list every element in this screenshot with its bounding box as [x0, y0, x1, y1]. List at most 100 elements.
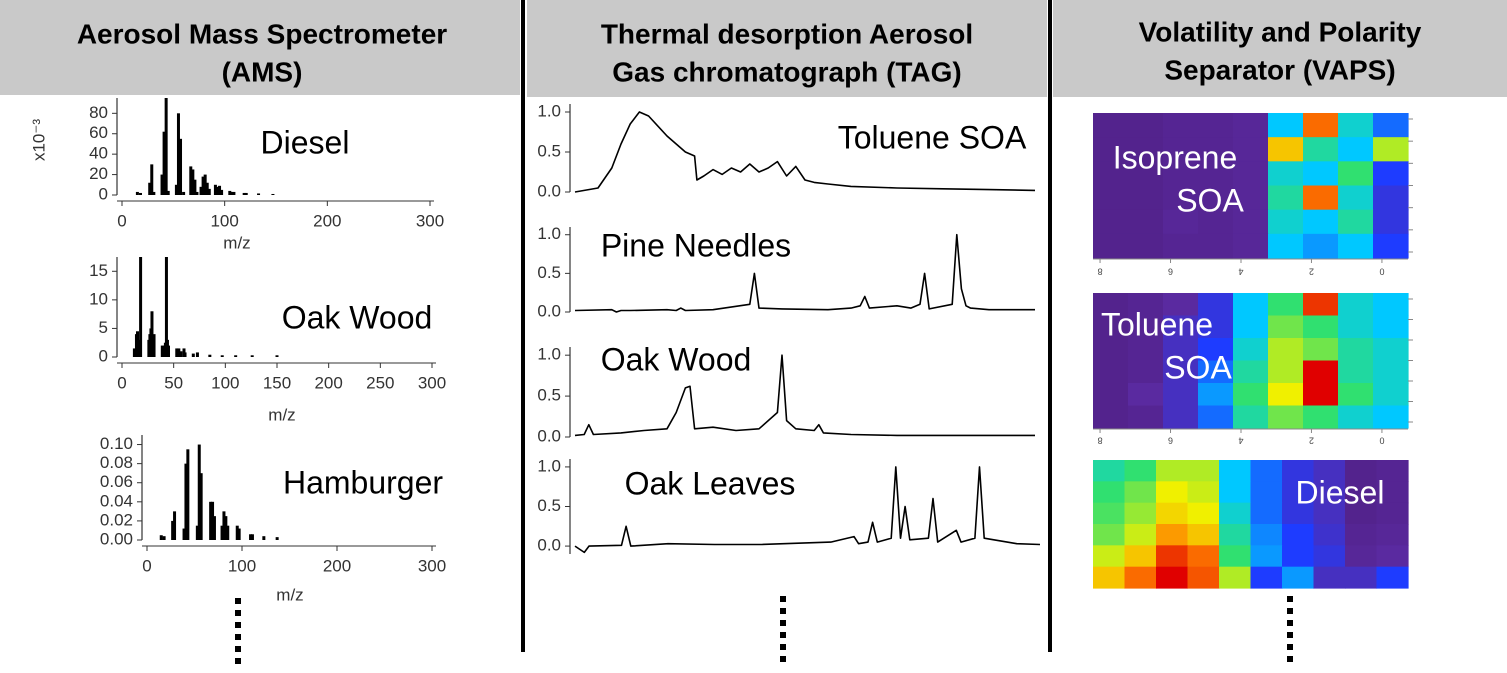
- heatmap-cell: [1187, 545, 1220, 568]
- heatmap-cell: [1250, 502, 1283, 525]
- heatmap-cell: [1198, 161, 1234, 187]
- x-tick-label: 100: [228, 556, 256, 575]
- heatmap-cell: [1093, 481, 1126, 504]
- heatmap-cell: [1282, 460, 1315, 482]
- bar: [197, 444, 201, 540]
- heatmap-cell: [1233, 383, 1269, 407]
- heatmap-cell: [1376, 566, 1409, 589]
- bar: [275, 537, 279, 540]
- heatmap-cell: [1303, 338, 1339, 362]
- heatmap-cell: [1187, 460, 1220, 482]
- bar: [160, 174, 164, 195]
- heatmap-cell: [1163, 137, 1199, 162]
- header-bg: [527, 0, 1047, 97]
- heatmap-cell: [1093, 524, 1126, 546]
- sample-label: Toluene: [1101, 306, 1213, 342]
- heatmap-cell: [1156, 566, 1189, 589]
- heatmap-cell: [1338, 360, 1374, 384]
- heatmap-cell: [1128, 360, 1164, 384]
- heatmap-cell: [1219, 502, 1252, 525]
- heatmap-cell: [1187, 481, 1220, 504]
- heatmap-cell: [1198, 209, 1234, 235]
- heatmap-cell: [1156, 481, 1189, 504]
- heatmap-cell: [1282, 545, 1315, 568]
- heatmap-cell: [1233, 233, 1269, 259]
- heatmap-cell: [1219, 566, 1252, 589]
- bar: [132, 348, 136, 357]
- x-tick-label: 2: [1309, 436, 1314, 446]
- bar: [189, 166, 193, 195]
- heatmap-cell: [1303, 113, 1339, 138]
- bar: [228, 190, 232, 195]
- bar: [257, 193, 261, 195]
- bar: [152, 191, 156, 195]
- heatmap-cell: [1303, 137, 1339, 162]
- x-tick-label: 200: [313, 211, 341, 230]
- heatmap-cell: [1303, 209, 1339, 235]
- heatmap-cell: [1303, 383, 1339, 407]
- bar: [135, 191, 139, 195]
- heatmap-cell: [1282, 524, 1315, 546]
- bar: [183, 352, 187, 357]
- bar: [191, 169, 195, 195]
- heatmap-cell: [1219, 460, 1252, 482]
- heatmap-cell: [1282, 566, 1315, 589]
- heatmap-cell: [1163, 293, 1199, 317]
- heatmap-cell: [1376, 524, 1409, 546]
- heatmap-cell: [1128, 293, 1164, 317]
- heatmap-cell: [1338, 315, 1374, 339]
- x-tick-label: 150: [263, 373, 291, 392]
- heatmap-cell: [1338, 209, 1374, 235]
- heatmap-cell: [1268, 338, 1304, 362]
- bar: [226, 525, 230, 540]
- y-tick-label: 0.0: [537, 426, 561, 445]
- heatmap-cell: [1250, 566, 1283, 589]
- y-tick-label: 0.5: [537, 386, 561, 405]
- heatmap-cell: [1282, 481, 1315, 504]
- heatmap-cell: [1233, 161, 1269, 187]
- bar: [232, 191, 236, 195]
- heatmap-cell: [1163, 185, 1199, 211]
- x-tick-label: 0: [1379, 267, 1384, 277]
- bar: [215, 186, 219, 195]
- x-axis-label: m/z: [223, 233, 250, 252]
- sample-label: SOA: [1164, 349, 1232, 385]
- heatmap-cell: [1163, 233, 1199, 259]
- x-tick-label: 250: [366, 373, 394, 392]
- bar: [182, 528, 186, 540]
- heatmap-cell: [1373, 383, 1409, 407]
- heatmap-cell: [1250, 545, 1283, 568]
- y-tick-label: 0.5: [537, 263, 561, 282]
- y-tick-label: 0.5: [537, 496, 561, 515]
- heatmap-cell: [1128, 338, 1164, 362]
- bar: [150, 311, 154, 357]
- bar: [235, 525, 239, 540]
- y-tick-label: 80: [89, 103, 108, 122]
- heatmap-cell: [1345, 481, 1378, 504]
- y-tick-label: 0.5: [537, 141, 561, 160]
- bar: [139, 257, 143, 357]
- heatmap-cell: [1198, 293, 1234, 317]
- heatmap-cell: [1345, 566, 1378, 589]
- heatmap-cell: [1313, 502, 1346, 525]
- heatmap-cell: [1124, 481, 1157, 504]
- heatmap-cell: [1128, 161, 1164, 187]
- heatmap-cell: [1303, 161, 1339, 187]
- bar: [137, 339, 141, 357]
- heatmap-cell: [1268, 405, 1304, 429]
- heatmap-cell: [1124, 545, 1157, 568]
- bar: [212, 516, 216, 540]
- sample-label: Toluene SOA: [838, 119, 1027, 155]
- bar: [205, 182, 209, 195]
- heatmap-cell: [1373, 113, 1409, 138]
- x-tick-label: 8: [1098, 267, 1103, 277]
- heatmap-cell: [1268, 209, 1304, 235]
- heatmap-cell: [1313, 566, 1346, 589]
- heatmap-cell: [1093, 293, 1129, 317]
- y-tick-label: 0.0: [537, 536, 561, 555]
- heatmap-cell: [1128, 209, 1164, 235]
- heatmap-cell: [1268, 315, 1304, 339]
- heatmap-cell: [1338, 113, 1374, 138]
- x-tick-label: 200: [323, 556, 351, 575]
- heatmap-cell: [1219, 481, 1252, 504]
